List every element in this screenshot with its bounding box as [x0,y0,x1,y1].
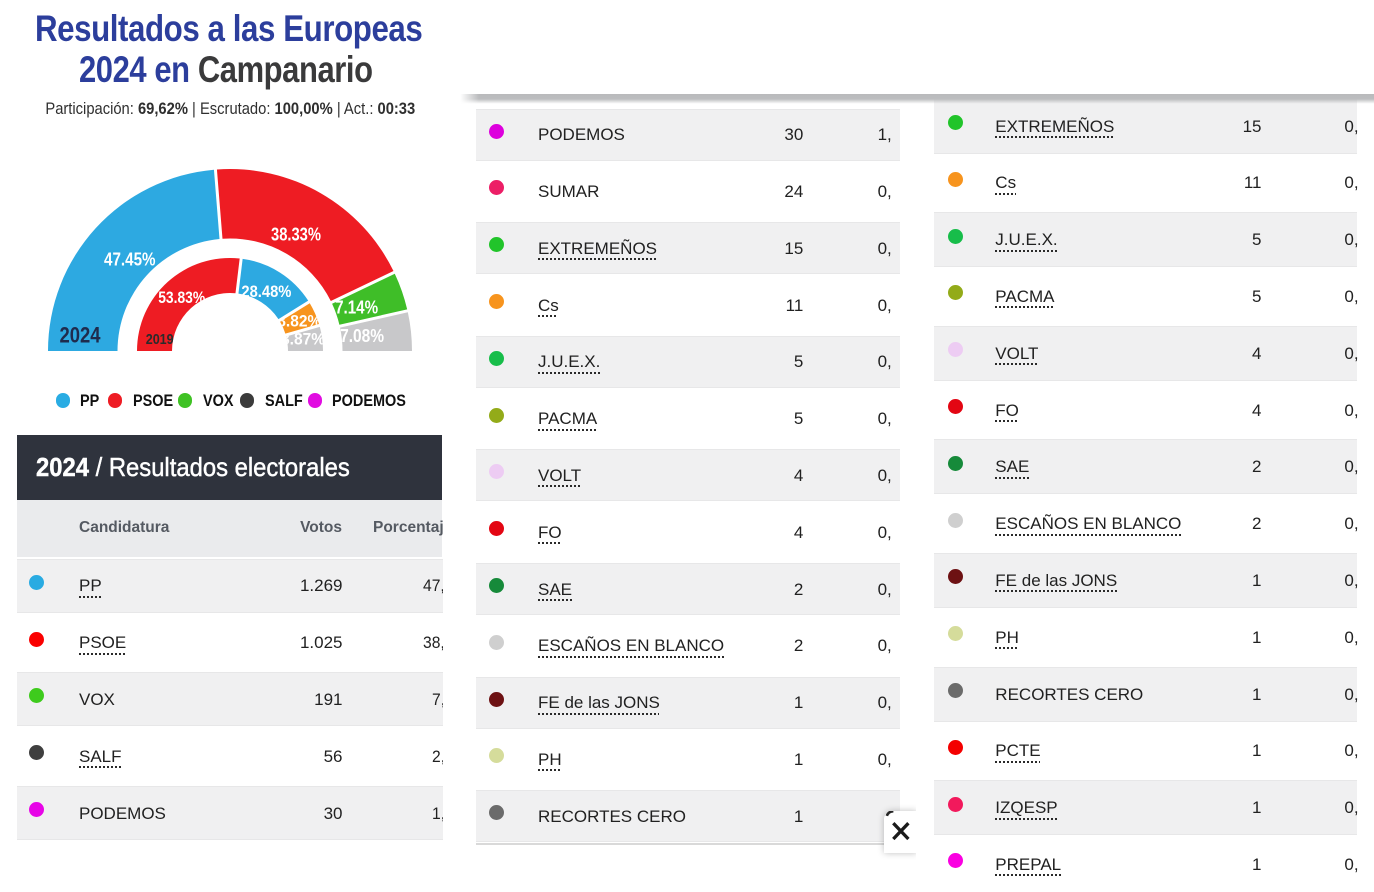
svg-text:53.83%: 53.83% [158,288,205,307]
svg-text:2024: 2024 [60,322,102,347]
svg-text:8.82%: 8.82% [277,312,321,331]
svg-text:47.45%: 47.45% [104,250,156,270]
svg-text:28.48%: 28.48% [241,282,291,301]
svg-text:7.08%: 7.08% [340,326,384,346]
svg-text:2019: 2019 [146,331,174,348]
svg-text:7.14%: 7.14% [335,298,378,318]
svg-text:38.33%: 38.33% [271,225,321,245]
svg-text:8.87%: 8.87% [281,330,325,349]
